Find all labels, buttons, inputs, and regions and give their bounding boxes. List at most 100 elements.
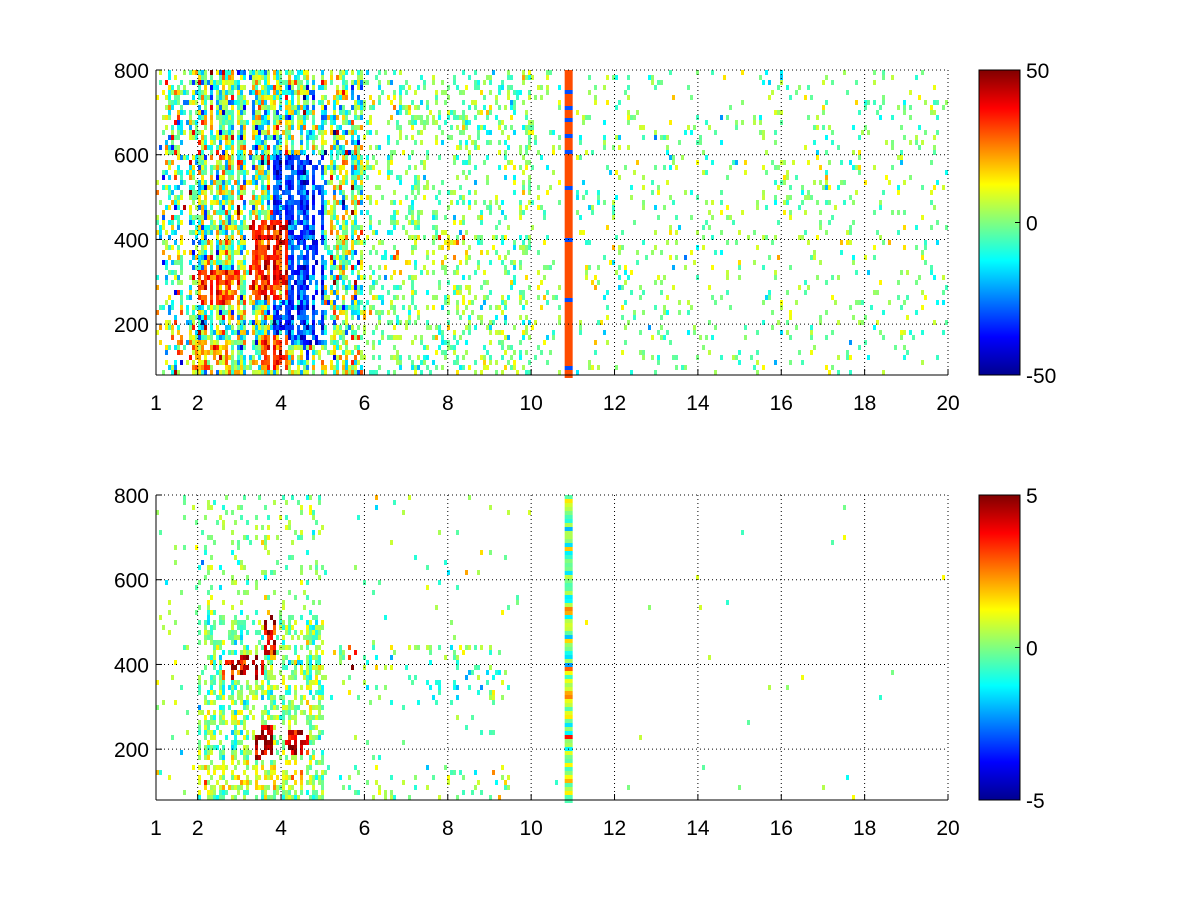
heatmap-cell (339, 270, 342, 275)
heatmap-cell (297, 235, 300, 240)
x-tick-label: 14 (686, 392, 710, 415)
heatmap-cell (204, 280, 207, 285)
heatmap-cell (201, 100, 204, 105)
heatmap-cell (549, 130, 552, 135)
heatmap-cell (474, 115, 477, 120)
heatmap-cell (477, 260, 480, 265)
heatmap-cell (240, 670, 243, 675)
heatmap-cell (213, 85, 216, 90)
heatmap-cell (351, 270, 354, 275)
heatmap-cell (354, 225, 357, 230)
heatmap-cell (813, 345, 816, 350)
heatmap-cell (354, 105, 357, 110)
heatmap-cell (300, 175, 303, 180)
heatmap-cell (501, 80, 504, 85)
heatmap-cell (588, 205, 591, 210)
heatmap-cell (636, 110, 639, 115)
feature-column-cell (564, 178, 573, 182)
heatmap-cell (261, 195, 264, 200)
heatmap-cell (465, 250, 468, 255)
heatmap-cell (240, 600, 243, 605)
heatmap-cell (354, 140, 357, 145)
heatmap-cell (264, 350, 267, 355)
heatmap-cell (447, 85, 450, 90)
heatmap-cell (486, 130, 489, 135)
heatmap-cell (477, 135, 480, 140)
heatmap-cell (219, 660, 222, 665)
heatmap-cell (258, 95, 261, 100)
heatmap-cell (303, 100, 306, 105)
heatmap-cell (522, 335, 525, 340)
heatmap-cell (225, 735, 228, 740)
heatmap-cell (333, 185, 336, 190)
heatmap-cell (357, 300, 360, 305)
heatmap-cell (306, 80, 309, 85)
heatmap-cell (279, 255, 282, 260)
heatmap-cell (504, 215, 507, 220)
heatmap-cell (195, 365, 198, 370)
feature-column-cell (564, 134, 573, 138)
heatmap-cell (183, 790, 186, 795)
heatmap-cell (489, 140, 492, 145)
heatmap-cell (279, 230, 282, 235)
heatmap-cell (918, 145, 921, 150)
heatmap-cell (522, 155, 525, 160)
heatmap-cell (321, 310, 324, 315)
heatmap-cell (234, 685, 237, 690)
heatmap-cell (225, 260, 228, 265)
heatmap-cell (780, 110, 783, 115)
heatmap-cell (336, 235, 339, 240)
heatmap-cell (318, 340, 321, 345)
heatmap-cell (696, 275, 699, 280)
heatmap-cell (396, 360, 399, 365)
heatmap-cell (657, 355, 660, 360)
heatmap-cell (936, 100, 939, 105)
heatmap-cell (291, 350, 294, 355)
feature-column-cell (564, 214, 573, 218)
heatmap-cell (933, 145, 936, 150)
heatmap-cell (255, 310, 258, 315)
heatmap-cell (453, 350, 456, 355)
heatmap-cell (219, 740, 222, 745)
heatmap-cell (243, 105, 246, 110)
heatmap-cell (654, 135, 657, 140)
heatmap-cell (333, 110, 336, 115)
heatmap-cell (729, 165, 732, 170)
heatmap-cell (312, 80, 315, 85)
heatmap-cell (234, 330, 237, 335)
heatmap-cell (198, 130, 201, 135)
heatmap-cell (291, 110, 294, 115)
heatmap-cell (264, 160, 267, 165)
heatmap-cell (519, 350, 522, 355)
heatmap-cell (240, 230, 243, 235)
heatmap-cell (180, 130, 183, 135)
heatmap-cell (648, 75, 651, 80)
heatmap-cell (825, 75, 828, 80)
heatmap-cell (255, 665, 258, 670)
heatmap-cell (432, 115, 435, 120)
heatmap-cell (444, 265, 447, 270)
heatmap-cell (519, 295, 522, 300)
heatmap-cell (504, 235, 507, 240)
heatmap-cell (294, 105, 297, 110)
heatmap-cell (237, 170, 240, 175)
heatmap-cell (618, 275, 621, 280)
heatmap-cell (222, 245, 225, 250)
heatmap-cell (336, 145, 339, 150)
heatmap-cell (801, 235, 804, 240)
heatmap-cell (255, 110, 258, 115)
heatmap-cell (324, 200, 327, 205)
heatmap-cell (531, 130, 534, 135)
heatmap-cell (447, 340, 450, 345)
heatmap-cell (237, 695, 240, 700)
heatmap-cell (288, 265, 291, 270)
heatmap-cell (360, 285, 363, 290)
heatmap-cell (249, 150, 252, 155)
heatmap-cell (390, 300, 393, 305)
heatmap-cell (411, 245, 414, 250)
heatmap-cell (279, 240, 282, 245)
heatmap-cell (312, 170, 315, 175)
heatmap-cell (210, 330, 213, 335)
heatmap-cell (228, 685, 231, 690)
heatmap-cell (339, 335, 342, 340)
